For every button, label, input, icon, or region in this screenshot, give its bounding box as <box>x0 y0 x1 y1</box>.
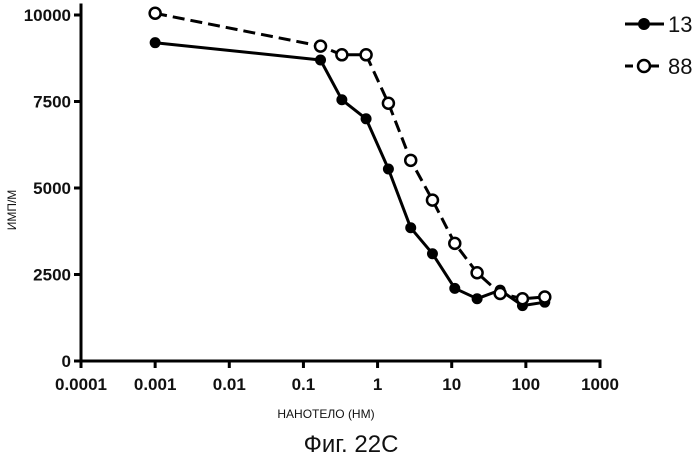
data-point <box>539 291 550 302</box>
y-axis-title: ИМП/М <box>5 190 19 231</box>
data-point <box>495 288 506 299</box>
data-point <box>427 195 438 206</box>
series-layer <box>150 8 551 311</box>
legend-item-13: 13 <box>625 12 692 37</box>
y-tick-label: 7500 <box>33 93 71 112</box>
series-88 <box>150 8 551 304</box>
data-point <box>450 283 460 293</box>
x-tick-label: 100 <box>512 375 540 394</box>
data-point <box>361 114 371 124</box>
data-point <box>383 98 394 109</box>
data-point <box>150 38 160 48</box>
x-tick-label: 1 <box>373 375 382 394</box>
x-tick-label: 10 <box>442 375 461 394</box>
data-point <box>150 8 161 19</box>
data-point <box>315 41 326 52</box>
y-ticks: 0 2500 5000 7500 10000 <box>24 6 81 371</box>
y-tick-label: 10000 <box>24 6 71 25</box>
legend-label: 13 <box>668 12 692 37</box>
figure-caption: Фиг. 22С <box>304 431 399 458</box>
data-point <box>405 155 416 166</box>
x-ticks: 0.0001 0.001 0.01 0.1 1 10 100 1000 <box>55 361 619 394</box>
x-tick-label: 0.0001 <box>55 375 107 394</box>
legend: 13 88 <box>625 12 692 79</box>
series-13 <box>150 38 550 311</box>
series-line-13 <box>155 43 545 306</box>
data-point <box>406 223 416 233</box>
data-point <box>472 294 482 304</box>
data-point <box>449 238 460 249</box>
data-point <box>427 249 437 259</box>
data-point <box>472 267 483 278</box>
y-tick-label: 2500 <box>33 266 71 285</box>
legend-marker <box>638 60 650 72</box>
y-tick-label: 0 <box>62 352 71 371</box>
data-point <box>337 95 347 105</box>
legend-label: 88 <box>668 54 692 79</box>
x-tick-label: 0.01 <box>213 375 246 394</box>
x-axis-title: НАНОТЕЛО (НМ) <box>277 407 374 421</box>
x-tick-label: 0.001 <box>134 375 177 394</box>
data-point <box>336 49 347 60</box>
y-tick-label: 5000 <box>33 179 71 198</box>
x-tick-label: 1000 <box>581 375 619 394</box>
x-tick-label: 0.1 <box>292 375 316 394</box>
data-point <box>383 164 393 174</box>
legend-marker <box>639 19 650 30</box>
legend-item-88: 88 <box>625 54 692 79</box>
data-point <box>361 49 372 60</box>
data-point <box>517 293 528 304</box>
data-point <box>316 55 326 65</box>
series-line-88 <box>155 13 545 298</box>
